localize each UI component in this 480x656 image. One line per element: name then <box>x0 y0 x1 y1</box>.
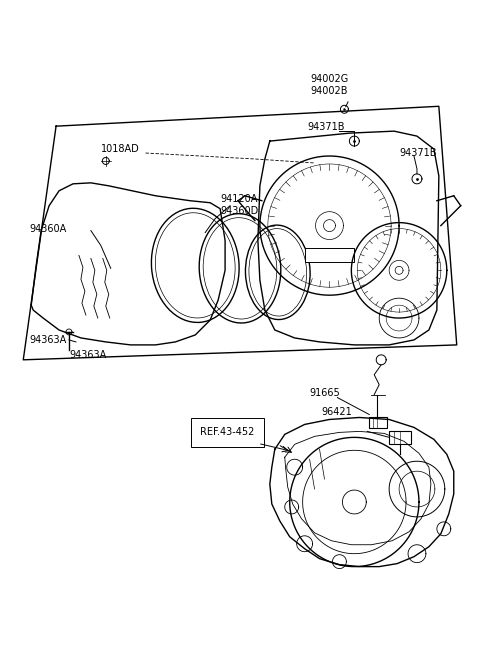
Text: 94360D: 94360D <box>220 206 258 216</box>
Text: 94371B: 94371B <box>308 122 345 132</box>
Text: 1018AD: 1018AD <box>101 144 140 154</box>
Text: 94120A: 94120A <box>220 194 257 204</box>
Text: 94002G: 94002G <box>311 74 348 85</box>
FancyBboxPatch shape <box>305 249 354 262</box>
Text: 94371B: 94371B <box>399 148 437 158</box>
FancyBboxPatch shape <box>389 432 411 444</box>
Text: REF.43-452: REF.43-452 <box>200 428 254 438</box>
Text: 94363A: 94363A <box>29 335 66 345</box>
Text: 94363A: 94363A <box>69 350 106 360</box>
Text: 96421: 96421 <box>322 407 352 417</box>
FancyBboxPatch shape <box>369 417 387 428</box>
Text: 94360A: 94360A <box>29 224 66 234</box>
Text: 91665: 91665 <box>310 388 340 398</box>
Text: 94002B: 94002B <box>311 87 348 96</box>
